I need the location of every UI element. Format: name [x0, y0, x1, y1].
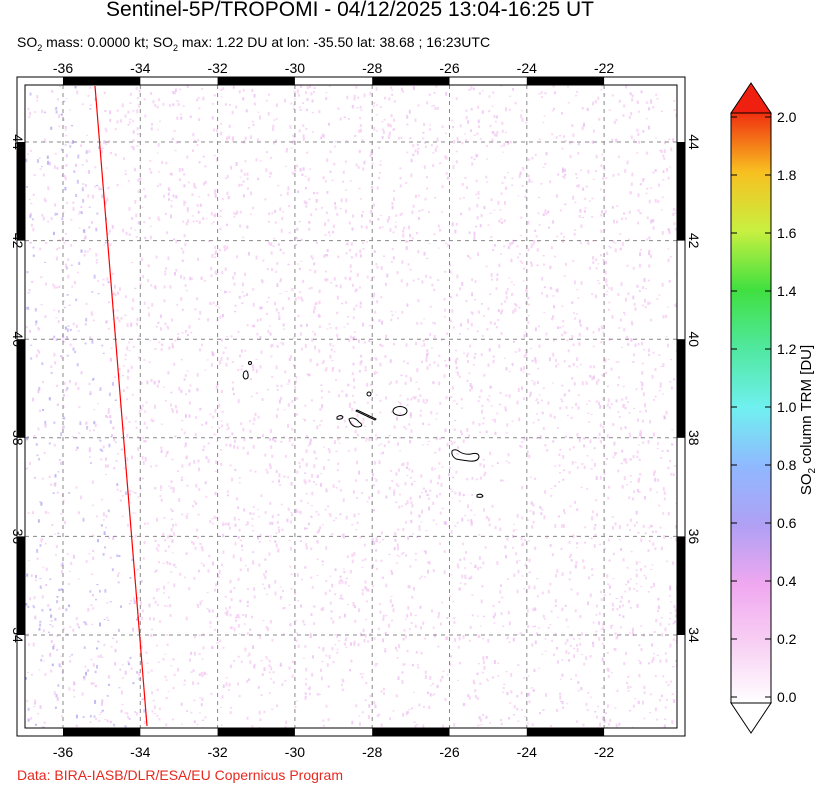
colorbar-label: 0.2 [777, 631, 797, 647]
island-sao-jorge [355, 409, 377, 421]
lat-label-left: 38 [10, 430, 26, 446]
lat-label-left: 34 [10, 627, 26, 643]
lat-label-left: 36 [10, 529, 26, 545]
lat-label-right: 36 [686, 529, 702, 545]
colorbar-label: 2.0 [777, 109, 797, 125]
island-pico [348, 417, 363, 428]
lon-label-bottom: -32 [207, 744, 227, 760]
island-terceira [392, 406, 408, 416]
colorbar-under-triangle [730, 702, 772, 734]
colorbar-over-triangle [730, 82, 772, 114]
lon-label-top: -30 [285, 60, 305, 76]
colorbar-label: 0.0 [777, 689, 797, 705]
frame-band-right [677, 142, 685, 241]
frame-band-right [677, 536, 685, 635]
frame-band-left [17, 339, 25, 438]
lon-label-top: -22 [594, 60, 614, 76]
colorbar-label: 0.6 [777, 515, 797, 531]
data-credit: Data: BIRA-IASB/DLR/ESA/EU Copernicus Pr… [17, 767, 344, 783]
axis-labels: -36 -36 -34 -34 -32 -32 -30 -30 -28 -28 -26 -26 -24 -… [10, 60, 702, 760]
colorbar-label: 0.4 [777, 573, 797, 589]
island-santa-maria [476, 493, 484, 498]
lon-label-bottom: -22 [594, 744, 614, 760]
colorbar-label: 1.4 [777, 283, 797, 299]
colorbar-label: 1.2 [777, 341, 797, 357]
island-sao-miguel [451, 449, 480, 462]
frame-band-bottom [526, 728, 605, 736]
map-frame [16, 76, 686, 737]
frame-band-left [17, 536, 25, 635]
island-graciosa [366, 391, 372, 397]
island-contours [242, 361, 484, 498]
colorbar-label: 0.8 [777, 457, 797, 473]
colorbar-label: 1.8 [777, 167, 797, 183]
lon-label-bottom: -26 [439, 744, 459, 760]
lon-label-bottom: -34 [130, 744, 150, 760]
lat-label-left: 40 [10, 331, 26, 347]
frame-band-top [217, 77, 295, 85]
frame-band-left [17, 142, 25, 241]
lon-label-top: -36 [53, 60, 73, 76]
colorbar: 0.0 0.2 0.4 0.6 0.8 1.0 1.2 1.4 1.6 1.8 2.0 [730, 82, 797, 734]
frame-band-top [372, 77, 450, 85]
lat-label-right: 44 [686, 134, 702, 150]
frame-band-bottom [217, 728, 295, 736]
lat-label-left: 42 [10, 233, 26, 249]
lon-label-top: -26 [439, 60, 459, 76]
lat-label-left: 44 [10, 134, 26, 150]
lat-label-right: 34 [686, 627, 702, 643]
frame-band-bottom [372, 728, 450, 736]
lat-label-right: 38 [686, 430, 702, 446]
plot-area [25, 85, 677, 728]
graticule [25, 85, 677, 728]
lon-label-bottom: -24 [517, 744, 537, 760]
lon-label-top: -24 [517, 60, 537, 76]
lon-label-top: -32 [207, 60, 227, 76]
so2-noise-field [25, 85, 677, 728]
colorbar-label: 1.0 [777, 399, 797, 415]
island-faial [336, 415, 344, 420]
orbit-edge-line [94, 85, 148, 727]
lon-label-bottom: -28 [362, 744, 382, 760]
map-subtitle: SO2 mass: 0.0000 kt; SO2 max: 1.22 DU at… [17, 34, 491, 53]
lat-label-right: 42 [686, 233, 702, 249]
frame-band-right [677, 339, 685, 438]
colorbar-title: SO2 column TRM [DU] [798, 344, 818, 496]
frame-band-top [63, 77, 141, 85]
frame-band-top [526, 77, 605, 85]
map-title: Sentinel-5P/TROPOMI - 04/12/2025 13:04-1… [106, 0, 594, 21]
island-flores [242, 370, 249, 380]
lon-label-bottom: -30 [285, 744, 305, 760]
frame-band-bottom [63, 728, 141, 736]
lon-label-top: -28 [362, 60, 382, 76]
colorbar-gradient [730, 112, 772, 704]
lon-label-top: -34 [130, 60, 150, 76]
lat-label-right: 40 [686, 331, 702, 347]
lon-label-bottom: -36 [53, 744, 73, 760]
colorbar-label: 1.6 [777, 225, 797, 241]
island-corvo [248, 361, 252, 365]
